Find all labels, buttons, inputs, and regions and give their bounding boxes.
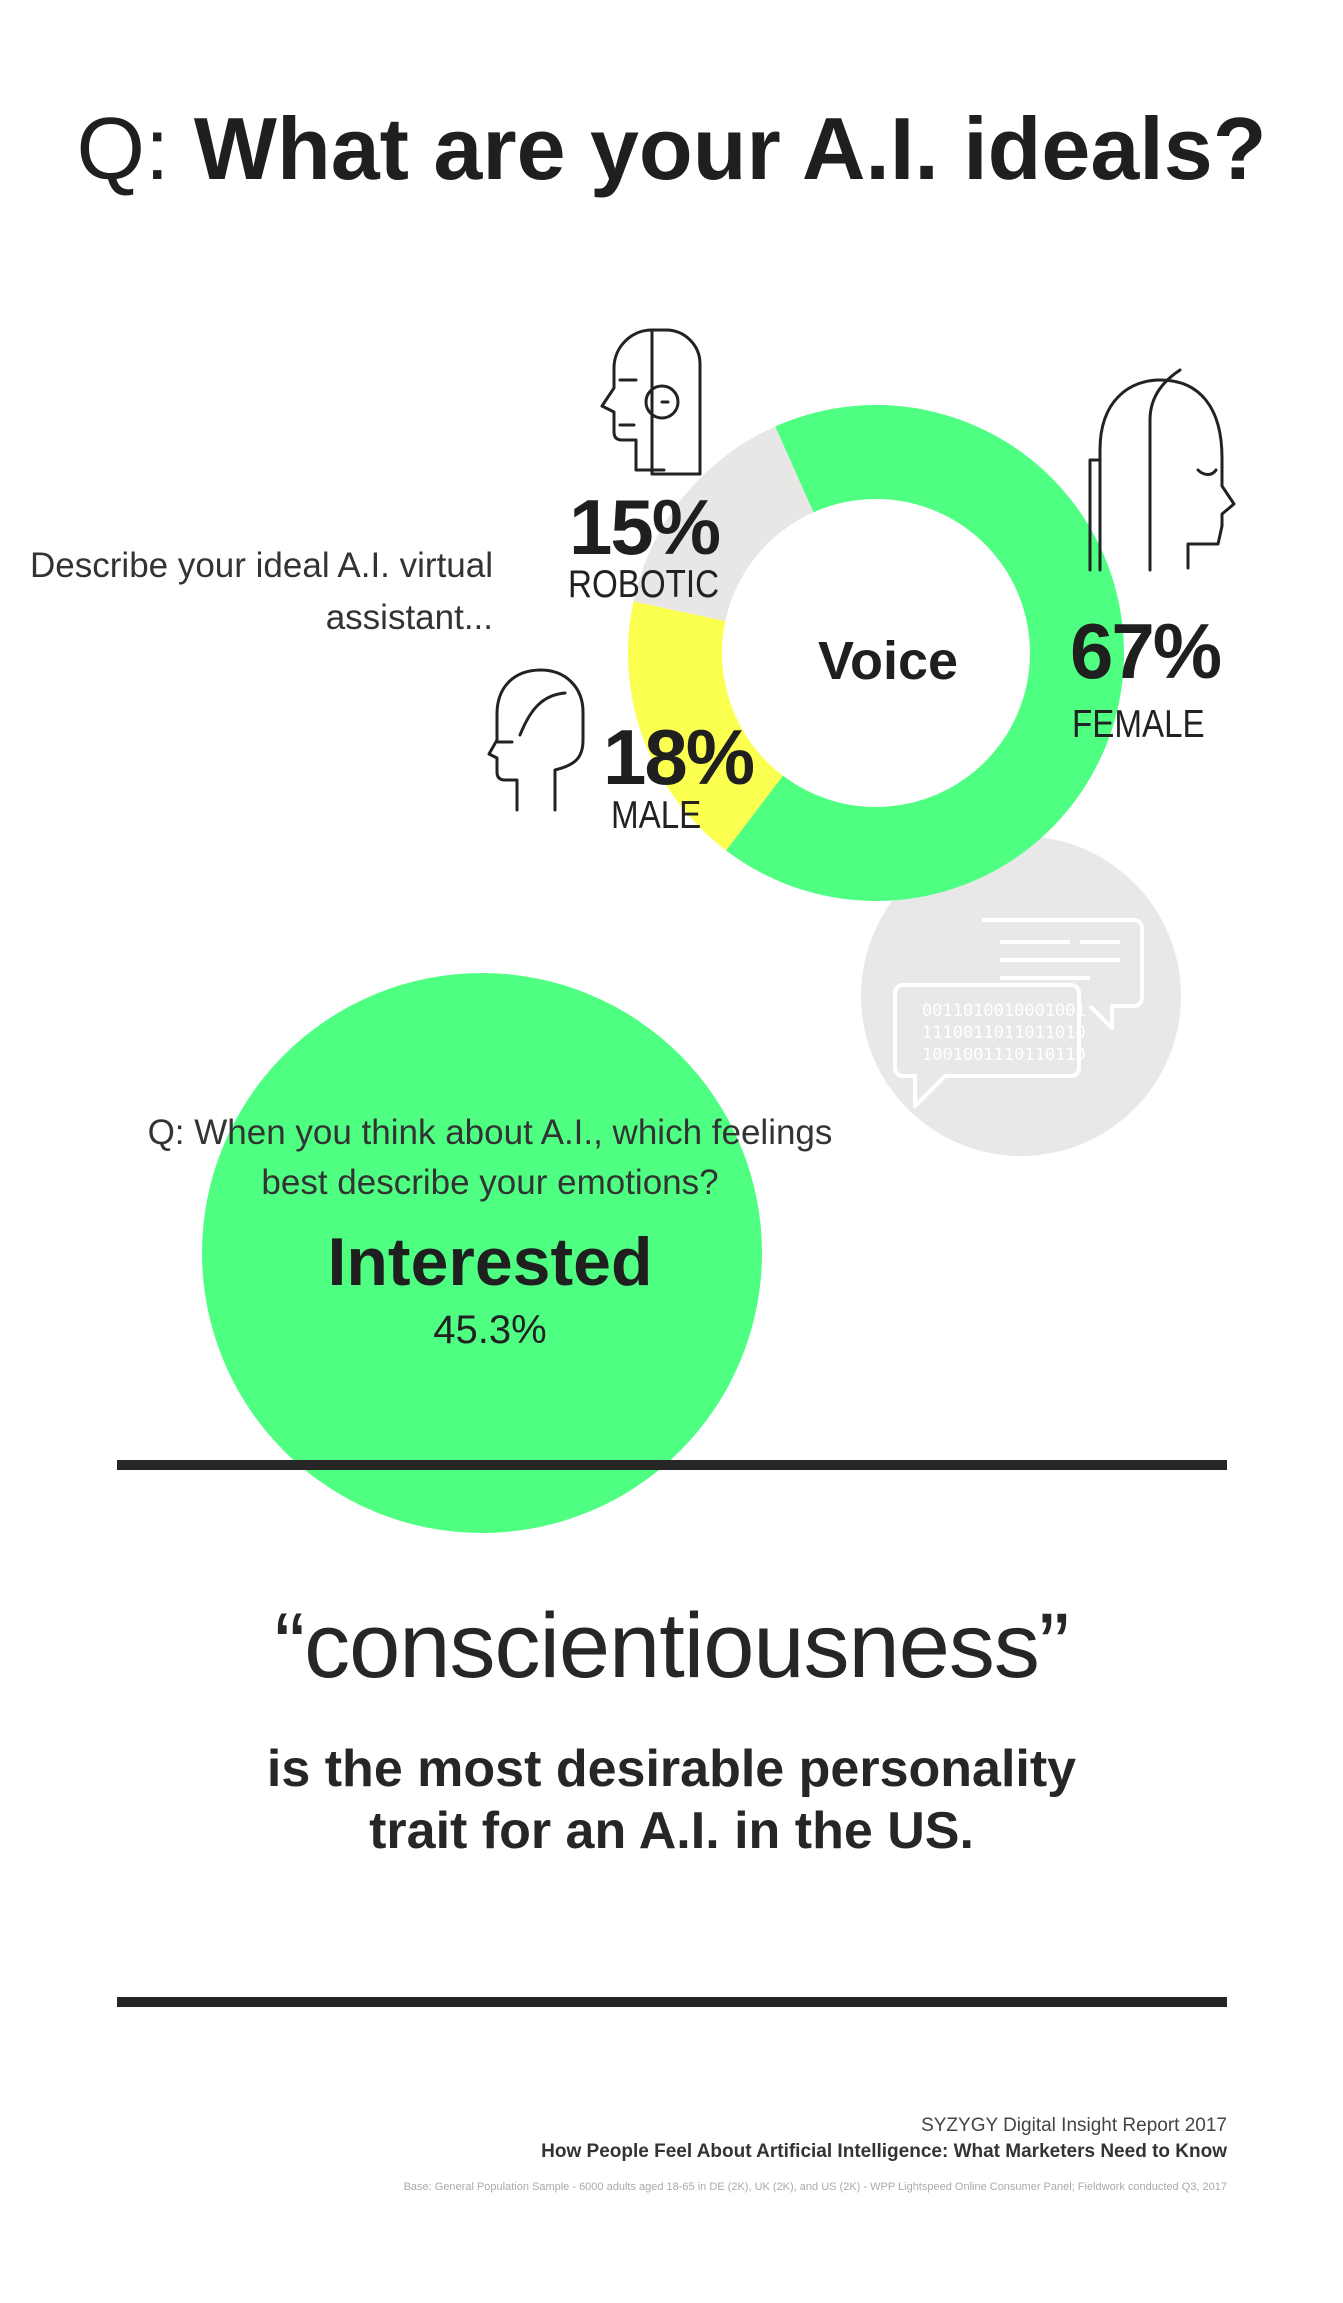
page-title: Q: What are your A.I. ideals? [0,105,1343,193]
quote-statement: is the most desirable personality trait … [0,1738,1343,1862]
footer-subtitle: How People Feel About Artificial Intelli… [541,2141,1227,2162]
robotic-percent-label: 15% [569,483,721,571]
speech-bubbles-icon: 0011010010001001 1110011011011010 100100… [861,836,1181,1156]
footer-report: SYZYGY Digital Insight Report 2017 [921,2115,1227,2136]
interested-circle [202,973,762,1533]
female-category-label: FEMALE [1072,703,1205,746]
male-percent-label: 18% [603,713,755,801]
male-head-icon [487,668,585,812]
donut-segment-female [726,404,1125,901]
female-percent-label: 67% [1070,607,1222,695]
robot-head-icon [600,328,702,476]
footer-base: Base: General Population Sample - 6000 a… [403,2181,1227,2193]
donut-center-label: Voice [817,631,959,691]
emotions-answer: Interested [327,1224,653,1300]
title-main: What are your A.I. ideals? [193,99,1267,198]
quote-statement-text: is the most desirable personality trait … [266,1740,1077,1860]
title-prefix: Q: [76,99,170,198]
emotions-value: 45.3% [433,1308,547,1352]
divider-top [117,1460,1227,1470]
svg-text:1110011011011010: 1110011011011010 [922,1023,1086,1043]
voice-donut-chart [628,404,1125,901]
donut-segment-male [628,601,783,851]
donut-prompt: Describe your ideal A.I. virtual assista… [30,546,493,637]
emotions-question: Q: When you think about A.I., which feel… [147,1113,833,1202]
female-head-icon [1088,368,1236,572]
robotic-category-label: ROBOTIC [568,563,720,606]
donut-segment-robotic [633,426,814,621]
quote-word: “conscientiousness” [274,1595,1069,1697]
divider-bottom [117,1997,1227,2007]
svg-text:0011010010001001: 0011010010001001 [922,1001,1086,1021]
svg-text:1001001110110110: 1001001110110110 [922,1045,1086,1065]
male-category-label: MALE [611,794,702,837]
